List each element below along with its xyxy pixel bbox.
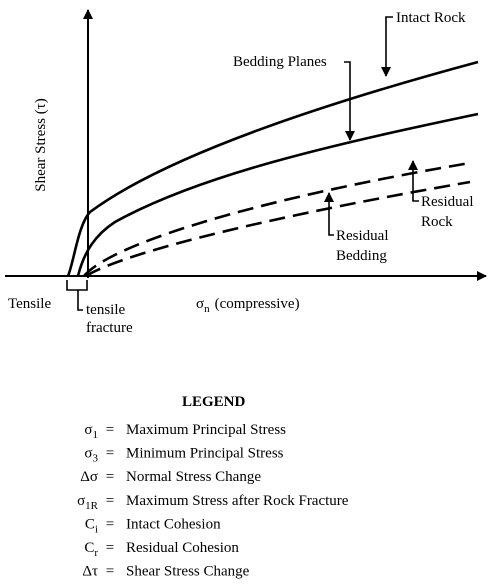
subscript: 1 bbox=[93, 429, 99, 441]
symbol: σ bbox=[84, 422, 92, 438]
legend-text: Normal Stress Change bbox=[126, 469, 261, 485]
tensile-bracket bbox=[66, 280, 88, 291]
legend-title: LEGEND bbox=[182, 394, 246, 410]
legend-text: Maximum Principal Stress bbox=[126, 422, 286, 438]
legend-symbol: σ3 bbox=[84, 446, 98, 465]
legend-text: Maximum Stress after Rock Fracture bbox=[126, 493, 349, 509]
symbol: σ bbox=[196, 296, 204, 312]
leader-line bbox=[324, 192, 334, 236]
subscript: n bbox=[204, 303, 210, 315]
symbol: C bbox=[85, 516, 95, 532]
leader-line bbox=[408, 160, 419, 202]
legend-separator: = bbox=[106, 493, 114, 509]
legend-symbol: Cr bbox=[84, 540, 98, 559]
tensile-fracture-label: tensile bbox=[86, 302, 125, 318]
y-axis-label: Shear Stress (τ) bbox=[33, 98, 49, 192]
legend-symbol: Ci bbox=[85, 516, 98, 535]
tensile-label: Tensile bbox=[8, 296, 51, 312]
symbol: Δτ bbox=[82, 564, 98, 580]
symbol: σ bbox=[84, 446, 92, 462]
x-axis-label: σn (compressive) bbox=[196, 296, 300, 315]
leader-line bbox=[77, 290, 83, 311]
residual-bedding-label: Bedding bbox=[336, 248, 387, 264]
intact-rock-curve bbox=[66, 60, 479, 277]
residual-bedding-curve bbox=[85, 180, 471, 278]
residual-rock-label: Residual bbox=[421, 194, 474, 210]
legend-symbol: Δτ bbox=[82, 564, 98, 580]
residual-bedding-label: Residual bbox=[336, 228, 389, 244]
legend-separator: = bbox=[106, 469, 114, 485]
legend-text: Shear Stress Change bbox=[126, 564, 250, 580]
bedding-planes-label: Bedding Planes bbox=[233, 54, 327, 70]
legend-separator: = bbox=[106, 422, 114, 438]
residual-rock-label: Rock bbox=[421, 214, 453, 230]
symbol: Δσ bbox=[80, 469, 98, 485]
legend-separator: = bbox=[106, 446, 114, 462]
residual-rock-curve bbox=[83, 161, 471, 277]
bedding-planes-curve bbox=[76, 112, 479, 277]
subscript: i bbox=[95, 523, 98, 535]
legend-symbol: σ1R bbox=[77, 493, 99, 512]
legend-text: Residual Cohesion bbox=[126, 540, 239, 556]
subscript: 1R bbox=[85, 500, 99, 512]
subscript: r bbox=[94, 547, 98, 559]
legend-separator: = bbox=[106, 540, 114, 556]
legend-text: Intact Cohesion bbox=[126, 516, 221, 532]
leader-line bbox=[381, 16, 393, 77]
symbol: σ bbox=[77, 493, 85, 509]
subscript: 3 bbox=[93, 453, 99, 465]
legend-text: Minimum Principal Stress bbox=[126, 446, 284, 462]
text: (compressive) bbox=[215, 296, 300, 312]
leader-line bbox=[344, 61, 355, 141]
intact-rock-label: Intact Rock bbox=[396, 10, 466, 26]
symbol: C bbox=[84, 540, 94, 556]
legend-symbol: σ1 bbox=[84, 422, 98, 441]
legend-separator: = bbox=[106, 516, 114, 532]
legend-symbol: Δσ bbox=[80, 469, 98, 485]
tensile-fracture-label: fracture bbox=[86, 320, 133, 336]
legend-separator: = bbox=[106, 564, 114, 580]
